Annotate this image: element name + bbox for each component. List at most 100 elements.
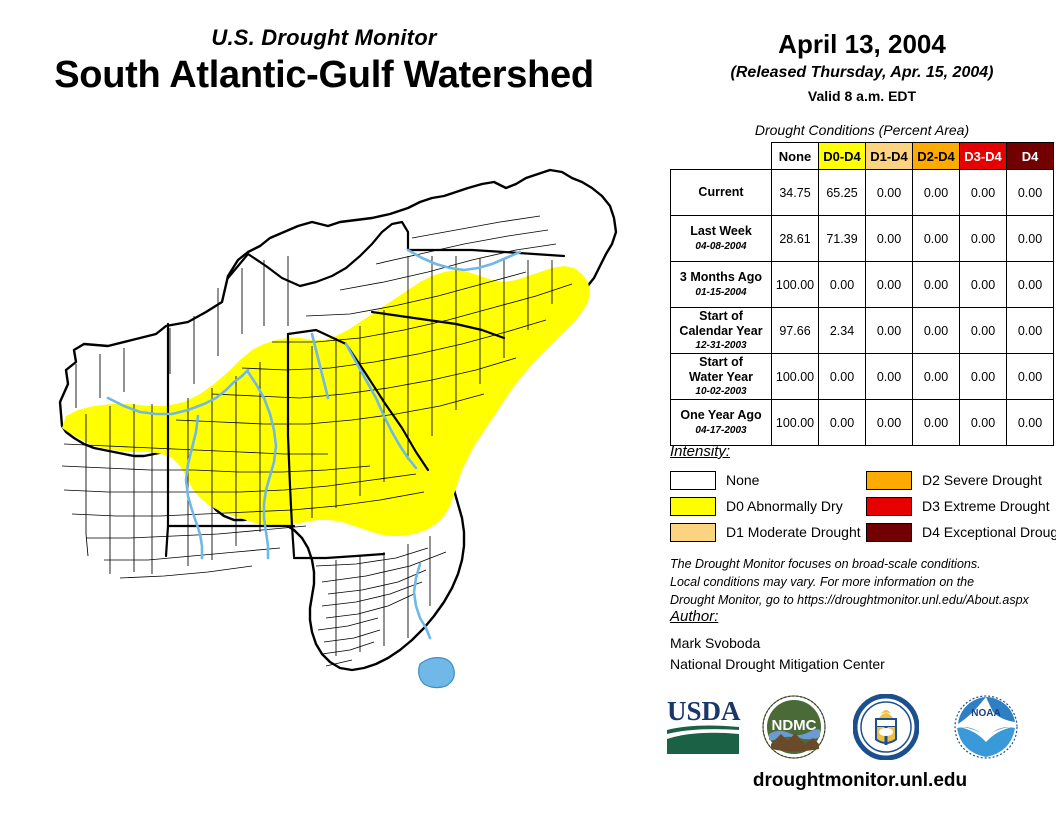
svg-text:NDMC: NDMC (772, 717, 817, 734)
data-cell: 0.00 (912, 353, 960, 400)
row-label: Start of Water Year 10-02-2003 (670, 353, 772, 400)
column-header-d4: D4 (1006, 142, 1054, 170)
ndmc-logo: NDMC (761, 694, 827, 765)
disclaimer-line-1: The Drought Monitor focuses on broad-sca… (670, 557, 981, 571)
data-cell: 0.00 (959, 169, 1007, 216)
data-cell: 100.00 (771, 399, 819, 446)
table-row: Current 34.75 65.25 0.00 0.00 0.00 0.00 (670, 169, 1054, 216)
row-label: 3 Months Ago 01-15-2004 (670, 261, 772, 308)
svg-text:NOAA: NOAA (971, 708, 1000, 719)
data-cell: 0.00 (912, 215, 960, 262)
row-label: Current (670, 169, 772, 216)
data-cell: 0.00 (865, 215, 913, 262)
data-cell: 28.61 (771, 215, 819, 262)
column-header-d1-d4: D1-D4 (865, 142, 913, 170)
author-label: Author: (670, 608, 719, 625)
data-cell: 0.00 (818, 261, 866, 308)
table-row: Start of Calendar Year 12-31-2003 97.66 2.34… (670, 307, 1054, 354)
data-cell: 71.39 (818, 215, 866, 262)
legend-item: None (670, 468, 861, 492)
legend-label: D4 Exceptional Drought (922, 524, 1056, 540)
row-sub-date: 04-08-2004 (695, 240, 747, 252)
legend-item: D4 Exceptional Drought (866, 520, 1056, 544)
data-cell: 0.00 (865, 353, 913, 400)
title-supertitle: U.S. Drought Monitor (211, 25, 437, 50)
map-water-features (106, 248, 522, 689)
legend-color-swatch (670, 522, 716, 542)
map-state-borders (164, 220, 566, 560)
column-header-d3-d4: D3-D4 (959, 142, 1007, 170)
map-d0-region (62, 266, 590, 536)
row-sub-date: 10-02-2003 (695, 386, 747, 398)
data-cell: 0.00 (959, 261, 1007, 308)
legend-label: D2 Severe Drought (922, 472, 1042, 488)
data-cell: 0.00 (865, 169, 913, 216)
table-row: Start of Water Year 10-02-2003 100.00 0.00 0.… (670, 353, 1054, 400)
author-name: Mark Svoboda (670, 635, 761, 651)
legend-item: D1 Moderate Drought (670, 520, 861, 544)
legend-color-swatch (670, 496, 716, 516)
legend-item: D2 Severe Drought (866, 468, 1056, 492)
row-sub-date: 12-31-2003 (695, 340, 747, 352)
legend-color-swatch (670, 470, 716, 490)
legend-label: D1 Moderate Drought (726, 524, 861, 540)
legend-label: None (726, 472, 760, 488)
data-cell: 34.75 (771, 169, 819, 216)
data-cell: 0.00 (1006, 399, 1054, 446)
data-cell: 100.00 (771, 261, 819, 308)
data-cell: 0.00 (912, 399, 960, 446)
row-sub-date: 01-15-2004 (695, 286, 747, 298)
valid-time: Valid 8 a.m. EDT (807, 88, 917, 105)
legend-item: D3 Extreme Drought (866, 494, 1056, 518)
disclaimer-line-3: Drought Monitor, go to https://droughtmo… (670, 592, 1029, 607)
data-cell: 0.00 (865, 261, 913, 308)
data-cell: 100.00 (771, 353, 819, 400)
data-cell: 65.25 (818, 169, 866, 216)
intensity-legend-title: Intensity: (670, 443, 731, 460)
data-cell: 0.00 (912, 169, 960, 216)
row-label: One Year Ago 04-17-2003 (670, 399, 772, 446)
data-cell: 97.66 (771, 307, 819, 354)
author-block: Mark Svoboda National Drought Mitigation… (670, 633, 1050, 675)
data-cell: 0.00 (1006, 307, 1054, 354)
logo-row: USDA NDMC (665, 693, 1055, 766)
data-cell: 0.00 (912, 307, 960, 354)
column-header-none: None (771, 142, 819, 170)
disclaimer-text: The Drought Monitor focuses on broad-sca… (670, 556, 1050, 609)
table-row: One Year Ago 04-17-2003 100.00 0.00 0.00 0.00… (670, 399, 1054, 446)
noaa-logo: NOAA (953, 694, 1019, 765)
legend-color-swatch (866, 522, 912, 542)
table-corner-cell (671, 143, 772, 170)
date-header: April 13, 2004 (Released Thursday, Apr. … (668, 29, 1056, 107)
table-row: Last Week 04-08-2004 28.61 71.39 0.00 0.00 0.0… (670, 215, 1054, 262)
data-cell: 0.00 (1006, 353, 1054, 400)
legend-column-left: None D0 Abnormally Dry D1 Moderate Drought (670, 468, 861, 546)
author-organization: National Drought Mitigation Center (670, 656, 885, 672)
title-main: South Atlantic-Gulf Watershed (54, 54, 594, 97)
legend-label: D0 Abnormally Dry (726, 498, 843, 514)
release-date: (Released Thursday, Apr. 15, 2004) (730, 63, 994, 81)
data-cell: 0.00 (1006, 261, 1054, 308)
table-caption: Drought Conditions (Percent Area) (754, 122, 970, 138)
data-cell: 0.00 (818, 399, 866, 446)
disclaimer-line-2: Local conditions may vary. For more info… (670, 574, 975, 589)
department-of-commerce-seal (852, 693, 920, 765)
map-svg (58, 168, 618, 689)
svg-text:USDA: USDA (667, 696, 741, 726)
table-body: Current 34.75 65.25 0.00 0.00 0.00 0.00 Last We… (670, 169, 1054, 446)
legend-item: D0 Abnormally Dry (670, 494, 861, 518)
drought-map (16, 126, 664, 712)
row-label: Last Week 04-08-2004 (670, 215, 772, 262)
legend-color-swatch (866, 470, 912, 490)
valid-date: April 13, 2004 (778, 29, 946, 59)
usda-logo: USDA (665, 694, 741, 761)
website-url: droughtmonitor.unl.edu (752, 770, 968, 791)
column-header-d2-d4: D2-D4 (912, 142, 960, 170)
data-cell: 2.34 (818, 307, 866, 354)
data-cell: 0.00 (818, 353, 866, 400)
legend-label: D3 Extreme Drought (922, 498, 1050, 514)
column-header-d0-d4: D0-D4 (818, 142, 866, 170)
data-cell: 0.00 (959, 215, 1007, 262)
map-county-borders (61, 215, 573, 667)
row-sub-date: 04-17-2003 (695, 424, 747, 436)
